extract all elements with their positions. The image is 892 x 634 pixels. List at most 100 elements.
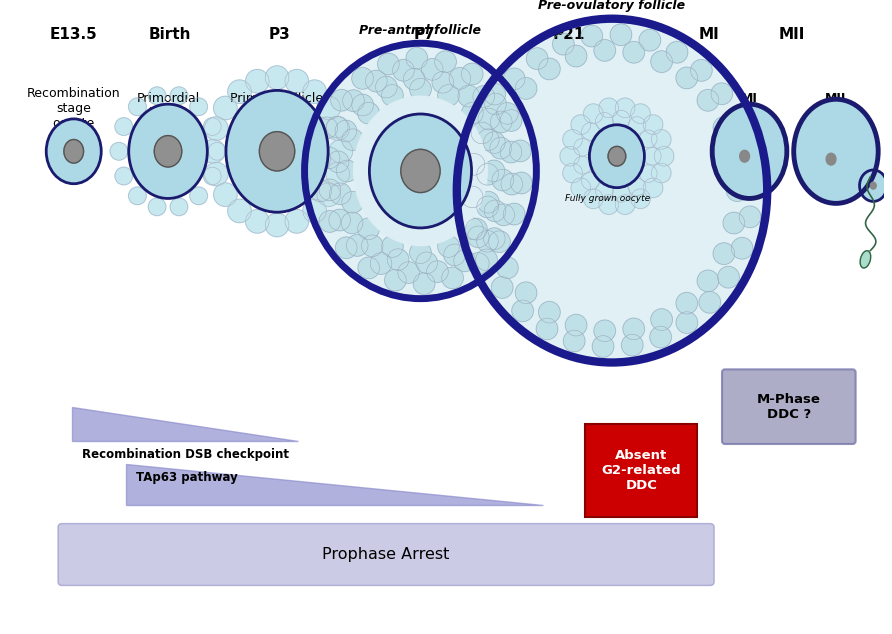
Ellipse shape bbox=[826, 153, 836, 165]
Ellipse shape bbox=[712, 104, 787, 198]
Ellipse shape bbox=[434, 51, 457, 72]
Ellipse shape bbox=[466, 219, 487, 240]
Ellipse shape bbox=[483, 83, 506, 105]
Ellipse shape bbox=[483, 228, 505, 249]
Ellipse shape bbox=[326, 162, 350, 186]
Ellipse shape bbox=[599, 98, 618, 118]
Ellipse shape bbox=[596, 112, 613, 130]
Ellipse shape bbox=[536, 318, 558, 340]
Ellipse shape bbox=[643, 115, 663, 134]
Ellipse shape bbox=[676, 67, 698, 89]
Ellipse shape bbox=[331, 89, 352, 111]
Ellipse shape bbox=[628, 178, 646, 196]
Ellipse shape bbox=[490, 138, 511, 159]
Ellipse shape bbox=[406, 48, 427, 69]
Polygon shape bbox=[126, 463, 543, 505]
Ellipse shape bbox=[643, 178, 663, 198]
Ellipse shape bbox=[461, 63, 483, 85]
Ellipse shape bbox=[473, 86, 494, 107]
Ellipse shape bbox=[563, 163, 582, 183]
Ellipse shape bbox=[731, 238, 753, 259]
Text: TAp63 pathway: TAp63 pathway bbox=[136, 470, 237, 484]
Ellipse shape bbox=[582, 172, 599, 190]
Text: MI: MI bbox=[698, 27, 719, 42]
Ellipse shape bbox=[690, 60, 712, 81]
Ellipse shape bbox=[640, 130, 657, 148]
Ellipse shape bbox=[654, 146, 673, 166]
Ellipse shape bbox=[698, 89, 719, 111]
Text: P7: P7 bbox=[413, 27, 435, 42]
Ellipse shape bbox=[342, 212, 363, 234]
Text: Primordial
follicle: Primordial follicle bbox=[136, 93, 200, 120]
Ellipse shape bbox=[516, 77, 537, 100]
Ellipse shape bbox=[583, 104, 603, 124]
Text: M-Phase
DDC ?: M-Phase DDC ? bbox=[757, 392, 821, 421]
Ellipse shape bbox=[204, 162, 228, 186]
Ellipse shape bbox=[483, 160, 505, 182]
Ellipse shape bbox=[581, 25, 602, 47]
Ellipse shape bbox=[401, 150, 440, 193]
Ellipse shape bbox=[327, 151, 349, 172]
Text: Birth: Birth bbox=[149, 27, 191, 42]
Ellipse shape bbox=[245, 70, 269, 93]
Ellipse shape bbox=[739, 150, 749, 162]
Ellipse shape bbox=[110, 143, 128, 160]
Ellipse shape bbox=[416, 252, 437, 274]
Ellipse shape bbox=[631, 189, 650, 209]
Ellipse shape bbox=[484, 93, 507, 115]
Ellipse shape bbox=[594, 320, 615, 342]
Ellipse shape bbox=[64, 139, 84, 163]
Ellipse shape bbox=[265, 66, 289, 89]
Ellipse shape bbox=[170, 198, 188, 216]
Ellipse shape bbox=[612, 110, 630, 128]
Ellipse shape bbox=[265, 213, 289, 236]
Ellipse shape bbox=[484, 200, 506, 222]
Ellipse shape bbox=[583, 189, 603, 209]
Ellipse shape bbox=[227, 80, 252, 103]
Ellipse shape bbox=[463, 153, 485, 175]
Ellipse shape bbox=[860, 250, 871, 268]
Ellipse shape bbox=[170, 87, 188, 105]
Ellipse shape bbox=[203, 118, 221, 136]
Ellipse shape bbox=[369, 114, 472, 228]
Ellipse shape bbox=[318, 147, 340, 169]
Ellipse shape bbox=[148, 198, 166, 216]
Ellipse shape bbox=[203, 167, 221, 185]
Ellipse shape bbox=[590, 125, 644, 188]
Ellipse shape bbox=[599, 195, 618, 214]
Ellipse shape bbox=[497, 257, 518, 278]
Ellipse shape bbox=[477, 164, 499, 185]
Ellipse shape bbox=[649, 327, 672, 348]
Ellipse shape bbox=[285, 210, 309, 233]
Ellipse shape bbox=[128, 98, 146, 115]
Ellipse shape bbox=[392, 60, 414, 81]
Ellipse shape bbox=[493, 204, 515, 226]
Ellipse shape bbox=[491, 276, 513, 298]
Ellipse shape bbox=[467, 253, 489, 275]
Text: MI: MI bbox=[741, 93, 758, 105]
Ellipse shape bbox=[209, 143, 226, 160]
Ellipse shape bbox=[326, 116, 348, 138]
Ellipse shape bbox=[190, 98, 208, 115]
Ellipse shape bbox=[382, 236, 403, 257]
Ellipse shape bbox=[329, 209, 351, 231]
Ellipse shape bbox=[358, 218, 379, 240]
Ellipse shape bbox=[319, 210, 341, 232]
Ellipse shape bbox=[403, 68, 425, 90]
Ellipse shape bbox=[503, 204, 525, 225]
Ellipse shape bbox=[461, 218, 483, 240]
Ellipse shape bbox=[539, 58, 560, 80]
Ellipse shape bbox=[676, 312, 698, 333]
Text: P3: P3 bbox=[268, 27, 291, 42]
Ellipse shape bbox=[622, 334, 643, 356]
Ellipse shape bbox=[304, 43, 536, 299]
Text: MII: MII bbox=[825, 93, 847, 105]
Ellipse shape bbox=[666, 41, 688, 63]
Text: Recombination
stage
oocyte: Recombination stage oocyte bbox=[27, 87, 120, 131]
Ellipse shape bbox=[302, 80, 326, 103]
Ellipse shape bbox=[358, 257, 379, 279]
Ellipse shape bbox=[623, 318, 645, 340]
Ellipse shape bbox=[319, 179, 341, 201]
Ellipse shape bbox=[204, 117, 228, 140]
Ellipse shape bbox=[526, 48, 548, 69]
